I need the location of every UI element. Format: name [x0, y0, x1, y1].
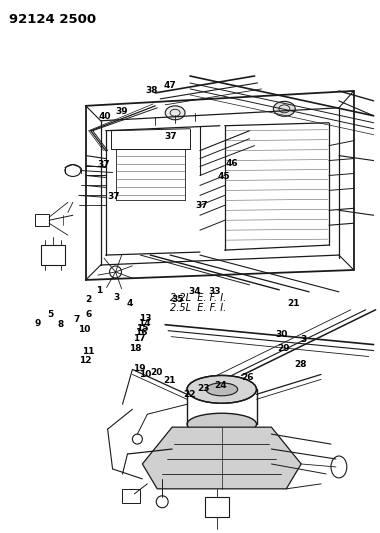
- Text: 3: 3: [113, 293, 120, 302]
- Text: 21: 21: [163, 376, 176, 385]
- Text: 26: 26: [241, 373, 253, 382]
- Ellipse shape: [165, 106, 185, 120]
- Ellipse shape: [273, 101, 295, 116]
- Text: 15: 15: [136, 324, 149, 333]
- Ellipse shape: [206, 383, 238, 396]
- Text: 37: 37: [108, 192, 120, 201]
- Text: 20: 20: [150, 368, 162, 377]
- Text: 6: 6: [85, 310, 91, 319]
- Text: 3: 3: [300, 335, 306, 344]
- Text: 14: 14: [138, 319, 150, 328]
- Text: 7: 7: [74, 315, 80, 324]
- Text: 13: 13: [139, 314, 152, 323]
- Text: 37: 37: [98, 160, 110, 169]
- Ellipse shape: [187, 375, 256, 403]
- Text: 10: 10: [78, 325, 90, 334]
- Bar: [205, 497, 229, 516]
- Bar: [41, 245, 65, 265]
- Text: 24: 24: [214, 381, 226, 390]
- Text: 37: 37: [195, 201, 207, 210]
- Bar: [35, 214, 49, 226]
- Text: 30: 30: [275, 330, 288, 339]
- Text: 28: 28: [294, 360, 306, 369]
- Text: 47: 47: [164, 80, 177, 90]
- Text: 2.5L  E. F. I.: 2.5L E. F. I.: [170, 303, 226, 313]
- Text: 46: 46: [225, 159, 238, 167]
- Text: 19: 19: [133, 365, 146, 373]
- Text: 92124 2500: 92124 2500: [10, 13, 97, 26]
- Text: 39: 39: [115, 107, 128, 116]
- Text: 45: 45: [218, 172, 230, 181]
- Bar: [122, 489, 140, 503]
- Text: 4: 4: [127, 299, 133, 308]
- Polygon shape: [142, 427, 301, 489]
- Text: 35: 35: [172, 295, 184, 304]
- Text: 16: 16: [135, 328, 147, 337]
- Text: 18: 18: [129, 344, 142, 353]
- Text: 10: 10: [139, 369, 152, 378]
- Text: 22: 22: [183, 390, 195, 399]
- Text: 21: 21: [288, 299, 300, 308]
- Text: 2: 2: [85, 295, 91, 304]
- Text: 8: 8: [58, 320, 64, 329]
- Text: 37: 37: [165, 132, 177, 141]
- Text: 12: 12: [79, 357, 91, 366]
- Text: 33: 33: [208, 287, 221, 296]
- Text: 34: 34: [188, 287, 201, 296]
- Ellipse shape: [187, 413, 256, 435]
- Text: 29: 29: [277, 344, 290, 353]
- Text: 17: 17: [133, 334, 146, 343]
- Text: 40: 40: [98, 112, 111, 122]
- Text: 23: 23: [198, 384, 210, 393]
- Text: 5: 5: [47, 310, 54, 319]
- Text: 1: 1: [97, 286, 103, 295]
- Text: 11: 11: [82, 347, 94, 356]
- Text: 2.2L  E. F. I.: 2.2L E. F. I.: [170, 293, 226, 303]
- Text: 38: 38: [145, 86, 158, 95]
- Text: 9: 9: [34, 319, 40, 328]
